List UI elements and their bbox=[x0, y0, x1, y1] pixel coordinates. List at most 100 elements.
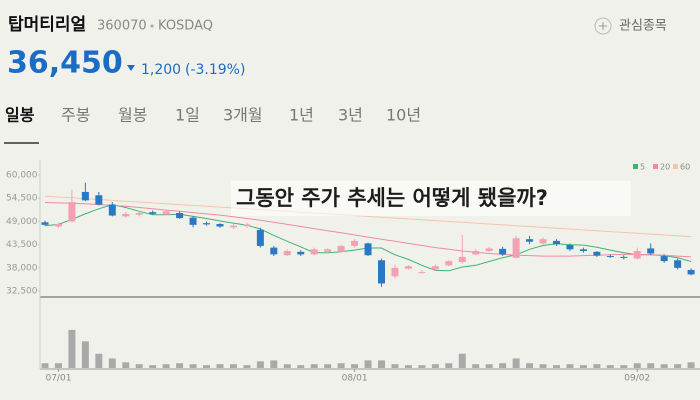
candle-body bbox=[337, 245, 345, 252]
legend-swatch bbox=[673, 164, 678, 169]
plus bbox=[599, 22, 607, 30]
volume-bar bbox=[539, 364, 547, 368]
legend-swatch bbox=[633, 164, 638, 169]
volume-bar bbox=[499, 363, 507, 368]
tab[interactable]: 주봉 bbox=[61, 106, 90, 125]
candle-body bbox=[687, 269, 695, 275]
candle-body bbox=[243, 224, 251, 227]
candle-body bbox=[472, 250, 480, 255]
tab[interactable]: 월봉 bbox=[118, 106, 147, 125]
volume-bar bbox=[606, 365, 614, 368]
tab[interactable]: 10년 bbox=[386, 106, 421, 125]
tabs: 일봉 주봉 월봉 1일 3개월 1년 3년 10년 bbox=[5, 106, 421, 125]
tab[interactable]: 1년 bbox=[289, 106, 314, 125]
watch-button[interactable]: 관심종목 bbox=[619, 19, 667, 34]
legend-label: 60 bbox=[680, 163, 690, 172]
volume-bar bbox=[566, 364, 574, 368]
ma-line bbox=[44, 202, 692, 258]
tab[interactable]: 3개월 bbox=[223, 106, 263, 125]
candle-body bbox=[499, 248, 507, 255]
candle-body bbox=[189, 217, 197, 225]
candle-body bbox=[297, 251, 305, 255]
candle-body bbox=[552, 240, 560, 245]
volume-bar bbox=[54, 363, 62, 368]
volume-bar bbox=[391, 364, 399, 368]
y-tick-label: 49,000 bbox=[6, 217, 38, 227]
candle-body bbox=[68, 202, 76, 222]
volume-bar bbox=[216, 364, 224, 368]
x-tick-label: 09/02 bbox=[624, 374, 650, 384]
candle-body bbox=[41, 222, 49, 225]
stock-code: 360070 bbox=[97, 19, 147, 34]
add-icon[interactable] bbox=[594, 17, 612, 35]
candle-body bbox=[620, 256, 628, 258]
candle-body bbox=[579, 249, 587, 251]
tab[interactable]: 일봉 bbox=[5, 106, 35, 125]
volume-bar bbox=[324, 364, 332, 368]
candle-body bbox=[216, 223, 224, 227]
y-tick-label: 54,500 bbox=[6, 194, 38, 204]
dot bbox=[150, 24, 154, 28]
volume-bar bbox=[68, 329, 76, 368]
volume-bar bbox=[485, 364, 493, 368]
volume-bar bbox=[674, 364, 682, 368]
candle-body bbox=[351, 240, 359, 246]
candle-body bbox=[122, 213, 130, 217]
volume-bar bbox=[647, 363, 655, 368]
candle-body bbox=[593, 251, 601, 256]
candle-body bbox=[458, 256, 466, 262]
volume-bar bbox=[404, 365, 412, 368]
x-tick-label: 08/01 bbox=[342, 374, 368, 384]
volume-bar bbox=[283, 364, 291, 368]
down-arrow bbox=[127, 65, 135, 71]
candle-body bbox=[674, 260, 682, 268]
candle-body bbox=[485, 248, 493, 251]
y-tick-label: 32,500 bbox=[6, 287, 38, 297]
volume-bar bbox=[95, 353, 103, 368]
candle-body bbox=[81, 191, 89, 201]
candle-body bbox=[660, 256, 668, 262]
y-tick-label: 60,000 bbox=[6, 171, 38, 181]
volume-bar bbox=[176, 363, 184, 368]
legend-label: 20 bbox=[660, 163, 670, 172]
legend-swatch bbox=[653, 164, 658, 169]
tab[interactable]: 1일 bbox=[175, 106, 200, 125]
current-price: 36,450 bbox=[7, 46, 123, 81]
candle-body bbox=[283, 250, 291, 256]
volume-bar bbox=[149, 365, 157, 368]
price-change-pct: (-3.19%) bbox=[185, 62, 245, 78]
candle-body bbox=[364, 243, 372, 256]
y-tick-label: 38,000 bbox=[6, 263, 38, 273]
price-change: 1,200 bbox=[141, 62, 181, 78]
volume-bar bbox=[337, 363, 345, 368]
candle-body bbox=[203, 223, 211, 225]
candle-body bbox=[270, 247, 278, 255]
volume-bar bbox=[108, 358, 116, 368]
volume-bar bbox=[472, 364, 480, 368]
volume-bar bbox=[243, 365, 251, 368]
volume-bar bbox=[162, 364, 170, 368]
candle-body bbox=[176, 213, 184, 219]
x-tick-label: 07/01 bbox=[45, 374, 71, 384]
volume-bar bbox=[378, 360, 385, 368]
market: KOSDAQ bbox=[158, 19, 213, 34]
tab[interactable]: 3년 bbox=[338, 106, 363, 125]
volume-bar bbox=[445, 363, 453, 368]
candle-body bbox=[526, 239, 534, 242]
candle-body bbox=[135, 213, 143, 215]
volume-bar bbox=[229, 364, 237, 368]
volume-bar bbox=[593, 364, 601, 368]
volume-bar bbox=[270, 360, 278, 368]
candle-body bbox=[633, 250, 641, 259]
candle-body bbox=[418, 272, 426, 274]
candle-body bbox=[95, 195, 103, 205]
volume-bar bbox=[633, 363, 641, 368]
volume-bar bbox=[620, 365, 628, 368]
volume-bar bbox=[526, 363, 534, 368]
candle-body bbox=[566, 245, 574, 250]
candle-body bbox=[229, 225, 237, 228]
candle-body bbox=[256, 229, 264, 246]
candle-body bbox=[108, 204, 116, 216]
candle-body bbox=[512, 238, 520, 258]
candle-body bbox=[445, 261, 453, 266]
